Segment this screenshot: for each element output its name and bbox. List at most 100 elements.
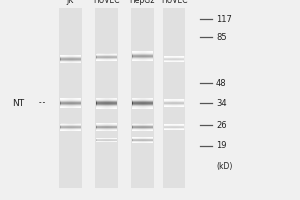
- Bar: [68, 98, 69, 108]
- Bar: [134, 51, 135, 61]
- Bar: [149, 137, 150, 143]
- Bar: [114, 98, 115, 108]
- Bar: [101, 123, 102, 131]
- Bar: [105, 98, 106, 108]
- Bar: [60, 107, 81, 108]
- Bar: [60, 101, 81, 102]
- Bar: [113, 98, 114, 108]
- Bar: [60, 105, 81, 106]
- Bar: [66, 98, 67, 108]
- Bar: [60, 126, 81, 127]
- Bar: [98, 138, 99, 142]
- Bar: [132, 57, 153, 58]
- Bar: [65, 55, 66, 63]
- Bar: [178, 124, 180, 130]
- Bar: [100, 98, 101, 108]
- Bar: [71, 55, 72, 63]
- Bar: [114, 53, 115, 61]
- Bar: [75, 55, 76, 63]
- Bar: [136, 98, 137, 108]
- Bar: [171, 124, 172, 130]
- Bar: [112, 98, 113, 108]
- Bar: [176, 99, 178, 107]
- Bar: [152, 51, 153, 61]
- Bar: [132, 107, 153, 108]
- Bar: [132, 128, 153, 129]
- Bar: [169, 99, 170, 107]
- Bar: [181, 124, 182, 130]
- Bar: [138, 51, 139, 61]
- Bar: [115, 123, 116, 131]
- Bar: [132, 100, 153, 101]
- Bar: [137, 123, 138, 131]
- Bar: [109, 138, 110, 142]
- Bar: [172, 124, 173, 130]
- Bar: [72, 98, 73, 108]
- Bar: [96, 105, 117, 106]
- Bar: [59, 8, 82, 188]
- Bar: [76, 123, 77, 131]
- Bar: [183, 56, 184, 62]
- Bar: [135, 123, 136, 131]
- Bar: [64, 123, 65, 131]
- Bar: [60, 124, 81, 125]
- Bar: [173, 99, 175, 107]
- Bar: [60, 56, 81, 57]
- Bar: [133, 98, 134, 108]
- Bar: [180, 56, 181, 62]
- Bar: [115, 98, 116, 108]
- Bar: [60, 125, 81, 126]
- Bar: [75, 98, 76, 108]
- Bar: [144, 51, 145, 61]
- Bar: [108, 53, 109, 61]
- Bar: [166, 56, 167, 62]
- Bar: [184, 99, 185, 107]
- Bar: [165, 99, 166, 107]
- Bar: [104, 138, 105, 142]
- Bar: [137, 51, 138, 61]
- Bar: [60, 129, 81, 130]
- Bar: [60, 103, 81, 104]
- Bar: [102, 53, 103, 61]
- Bar: [133, 123, 134, 131]
- Bar: [132, 130, 153, 131]
- Bar: [132, 99, 153, 100]
- Bar: [69, 123, 70, 131]
- Bar: [132, 52, 153, 53]
- Bar: [164, 101, 184, 102]
- Bar: [96, 106, 117, 107]
- Bar: [164, 105, 184, 106]
- Bar: [164, 61, 184, 62]
- Bar: [132, 104, 153, 105]
- Bar: [170, 56, 171, 62]
- Bar: [101, 138, 102, 142]
- Bar: [150, 137, 151, 143]
- Bar: [148, 137, 149, 143]
- Bar: [107, 98, 108, 108]
- Bar: [96, 104, 117, 105]
- Bar: [60, 57, 81, 58]
- Bar: [104, 53, 105, 61]
- Bar: [79, 123, 80, 131]
- Bar: [66, 123, 67, 131]
- Bar: [175, 124, 176, 130]
- Bar: [98, 123, 99, 131]
- Bar: [96, 124, 117, 125]
- Text: HepG2: HepG2: [130, 0, 155, 5]
- Bar: [132, 108, 153, 109]
- Bar: [71, 123, 72, 131]
- Bar: [61, 123, 62, 131]
- Bar: [173, 56, 175, 62]
- Bar: [109, 123, 110, 131]
- Bar: [135, 51, 136, 61]
- Bar: [152, 137, 153, 143]
- Bar: [96, 101, 117, 102]
- Bar: [60, 104, 81, 105]
- Bar: [137, 98, 138, 108]
- Bar: [164, 103, 184, 104]
- Bar: [60, 100, 81, 101]
- Bar: [116, 98, 117, 108]
- Bar: [147, 51, 148, 61]
- Bar: [62, 123, 63, 131]
- Bar: [80, 55, 81, 63]
